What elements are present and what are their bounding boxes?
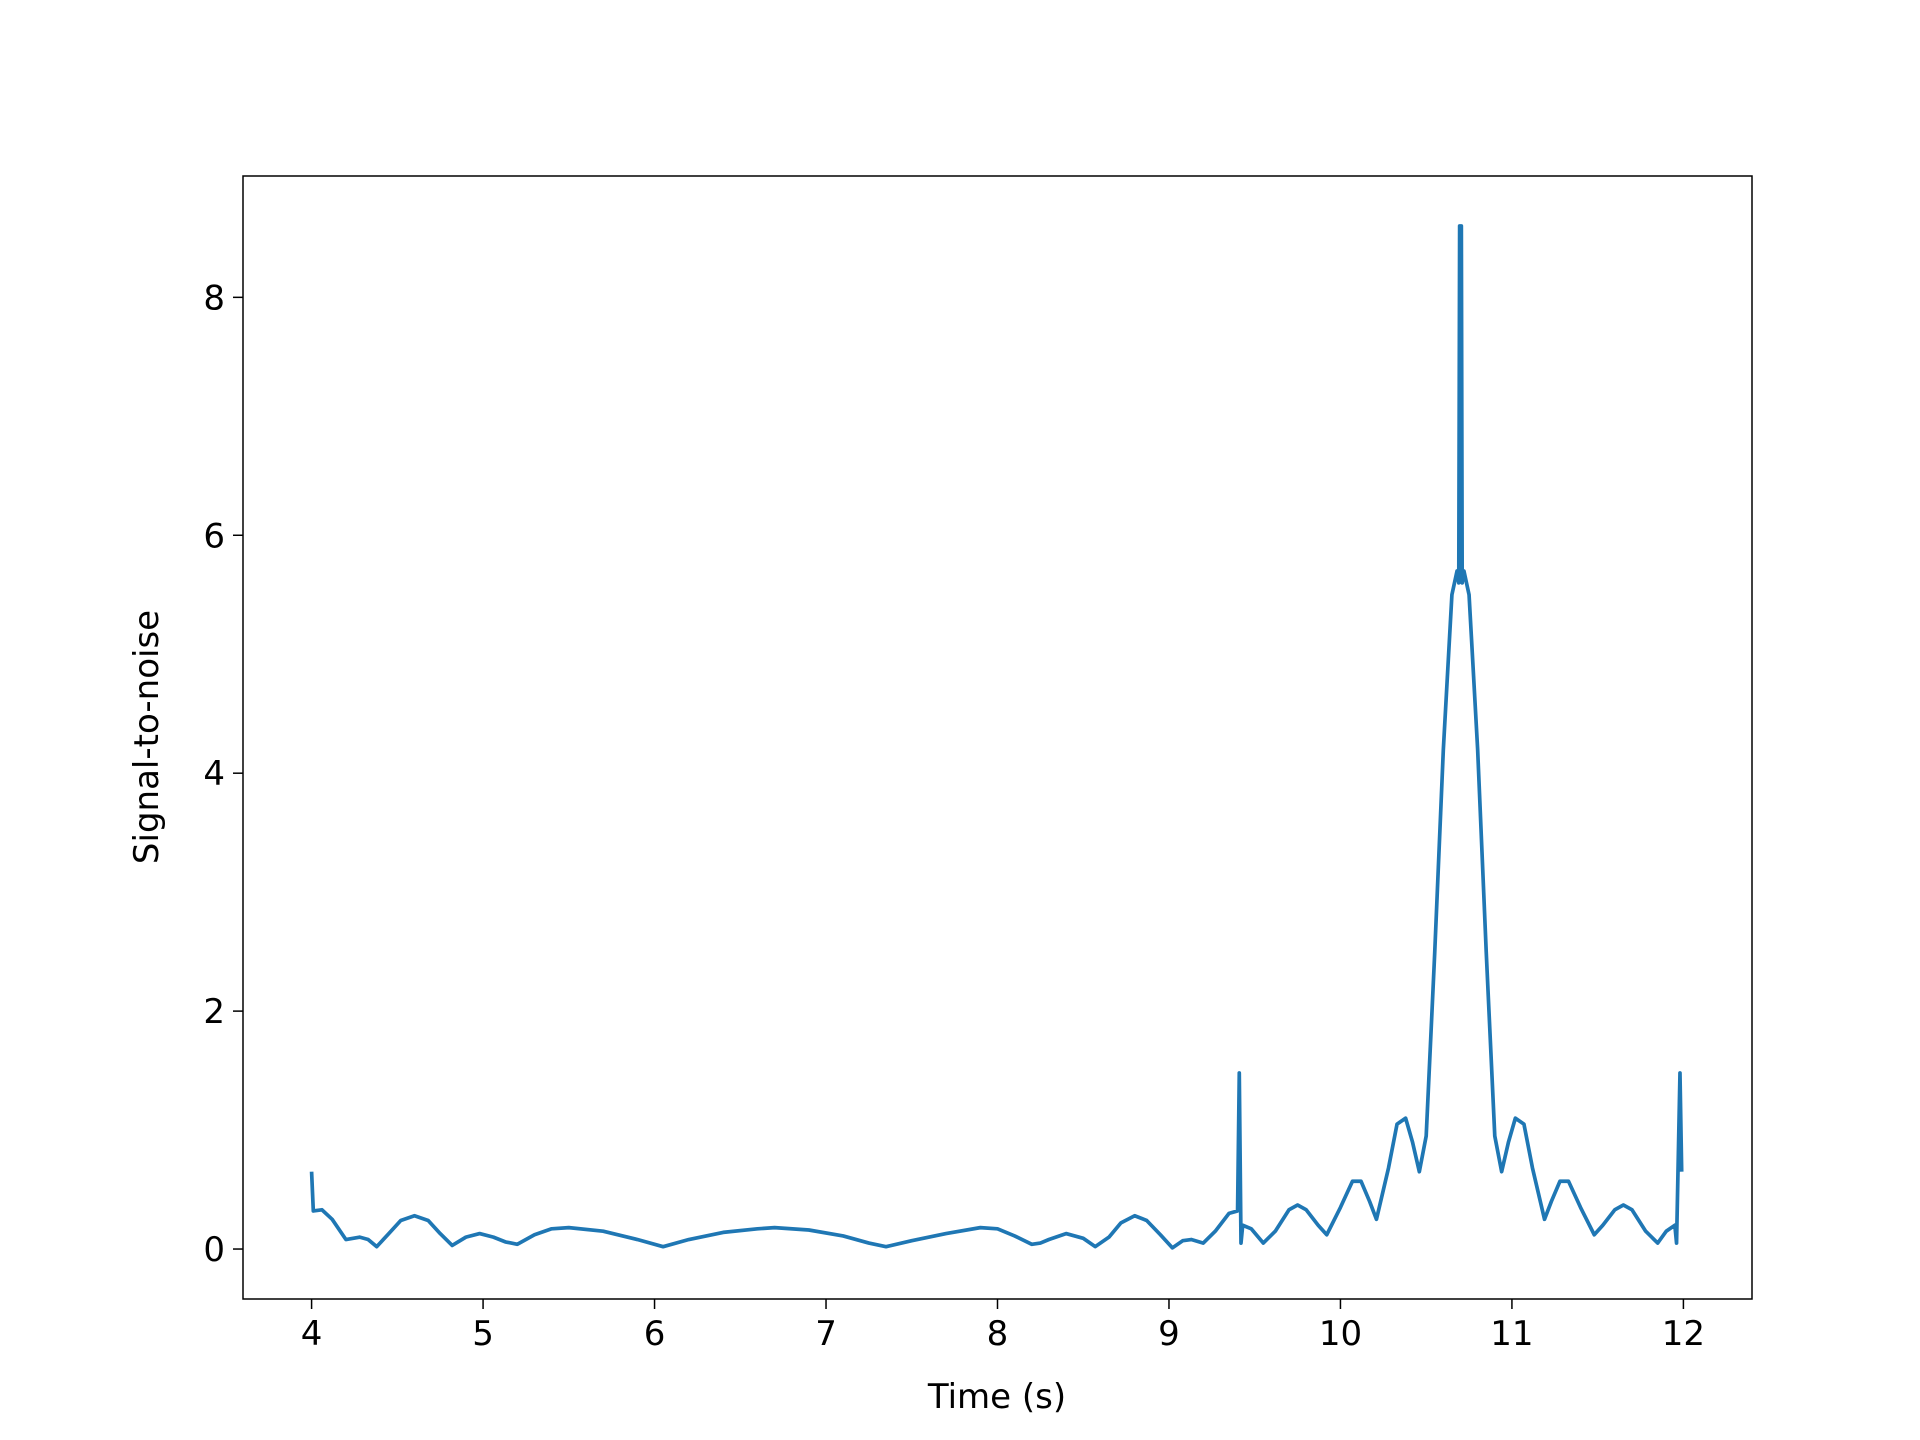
x-tick-label: 12 bbox=[1662, 1314, 1705, 1354]
x-tick-label: 7 bbox=[815, 1314, 837, 1354]
x-tick-label: 4 bbox=[301, 1314, 323, 1354]
x-axis-label: Time (s) bbox=[927, 1377, 1066, 1417]
x-tick-label: 9 bbox=[1158, 1314, 1180, 1354]
plot-frame bbox=[242, 175, 1753, 1300]
y-tick-label: 4 bbox=[203, 754, 225, 794]
y-tick-label: 8 bbox=[203, 278, 225, 318]
y-axis-label: Signal-to-noise bbox=[127, 610, 167, 864]
y-tick-label: 6 bbox=[203, 516, 225, 556]
y-tick-label: 2 bbox=[203, 992, 225, 1032]
x-tick-label: 6 bbox=[644, 1314, 666, 1354]
x-tick-label: 11 bbox=[1490, 1314, 1533, 1354]
y-tick-label: 0 bbox=[203, 1230, 225, 1270]
line-series bbox=[309, 224, 1684, 1250]
x-tick-label: 10 bbox=[1319, 1314, 1362, 1354]
x-tick-label: 5 bbox=[472, 1314, 494, 1354]
x-tick-label: 8 bbox=[987, 1314, 1009, 1354]
